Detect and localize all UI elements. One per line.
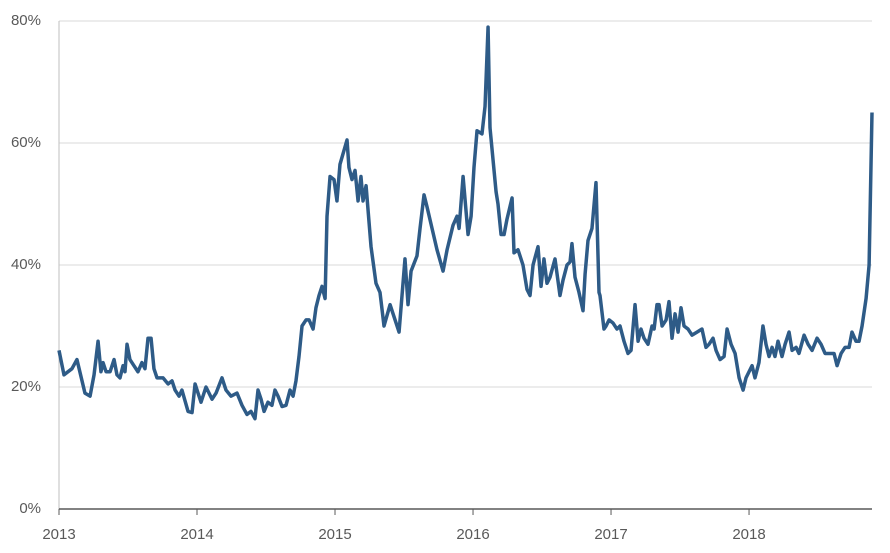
- x-tick-label: 2015: [318, 526, 351, 543]
- y-tick-label: 60%: [11, 134, 41, 151]
- x-tick-label: 2017: [594, 526, 627, 543]
- x-tick-label: 2013: [42, 526, 75, 543]
- y-tick-label: 0%: [19, 500, 41, 517]
- x-tick-label: 2016: [456, 526, 489, 543]
- x-tick-label: 2014: [180, 526, 213, 543]
- data-line: [57, 25, 874, 421]
- y-tick-label: 80%: [11, 12, 41, 29]
- x-tick-label: 2018: [732, 526, 765, 543]
- y-tick-label: 20%: [11, 378, 41, 395]
- y-tick-label: 40%: [11, 256, 41, 273]
